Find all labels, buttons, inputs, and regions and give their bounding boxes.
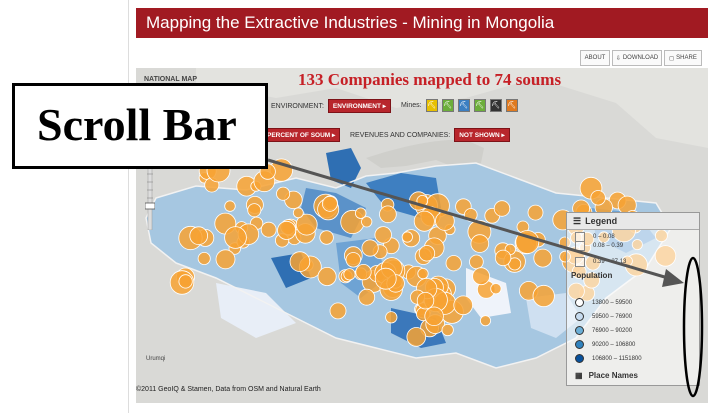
environment-filter: ENVIRONMENT: ENVIRONMENT ▸: [271, 99, 392, 113]
revenues-filter: REVENUES AND COMPANIES: NOT SHOWN ▸: [350, 128, 510, 142]
companies-headline: 133 Companies mapped to 74 soums: [298, 70, 562, 89]
mining-site-bubble[interactable]: [295, 213, 318, 236]
mining-site-bubble[interactable]: [189, 226, 209, 246]
mining-site-bubble[interactable]: [289, 251, 311, 272]
mining-site-bubble[interactable]: [321, 195, 338, 212]
coal-mine-icon[interactable]: ⛏: [425, 99, 438, 112]
city-label: Urumqi: [146, 356, 166, 362]
other-mine-icon[interactable]: ⛏: [505, 99, 518, 112]
mining-site-bubble[interactable]: [361, 216, 373, 228]
page-title: Mapping the Extractive Industries - Mini…: [146, 13, 555, 32]
population-row: 59500 – 76900: [575, 312, 632, 321]
legend-panel[interactable]: ☰ Legend 0 – 0.08 0.08 – 0.39 0.39 – 27.…: [566, 212, 700, 386]
mining-site-bubble[interactable]: [247, 203, 262, 218]
mining-site-bubble[interactable]: [413, 210, 435, 232]
scrollbar-highlight-ellipse: [682, 256, 704, 398]
map-icon: ▦: [575, 371, 583, 380]
mining-site-bubble[interactable]: [317, 266, 337, 286]
place-names-toggle[interactable]: ▦ Place Names: [575, 371, 638, 380]
national-map-label[interactable]: NATIONAL MAP: [144, 76, 198, 83]
copper-mine-icon[interactable]: ⛏: [441, 99, 454, 112]
mining-site-bubble[interactable]: [361, 239, 379, 257]
mining-site-bubble[interactable]: [292, 207, 304, 219]
list-icon: ☰: [573, 215, 582, 226]
mining-site-bubble[interactable]: [493, 200, 511, 217]
mining-site-bubble[interactable]: [354, 207, 367, 219]
population-row: 106800 – 1151800: [575, 354, 642, 363]
mining-site-bubble[interactable]: [441, 323, 454, 337]
mining-site-bubble[interactable]: [197, 251, 211, 265]
percent-filter: PERCENT OF SOUM ▸: [262, 128, 341, 142]
mining-site-bubble[interactable]: [445, 255, 462, 272]
mining-site-bubble[interactable]: [385, 311, 398, 324]
attribution: ©2011 GeoIQ & Stamen, Data from OSM and …: [136, 386, 321, 393]
mining-site-bubble[interactable]: [479, 315, 491, 327]
iron-mine-icon[interactable]: ⛏: [473, 99, 486, 112]
mining-site-bubble[interactable]: [532, 284, 555, 308]
environment-dropdown[interactable]: ENVIRONMENT ▸: [327, 99, 392, 113]
mining-site-bubble[interactable]: [178, 274, 193, 289]
oil-mine-icon[interactable]: ⛏: [489, 99, 502, 112]
mining-site-bubble[interactable]: [355, 264, 372, 281]
mining-site-bubble[interactable]: [494, 249, 512, 267]
mining-site-bubble[interactable]: [345, 252, 362, 268]
download-button[interactable]: ⇩ DOWNLOAD: [612, 50, 662, 66]
annotation-arrow: [267, 158, 669, 280]
mining-site-bubble[interactable]: [319, 230, 334, 245]
share-icon: ◻: [669, 55, 675, 62]
population-row: 13800 – 59500: [575, 298, 632, 307]
population-row: 90200 – 106800: [575, 340, 635, 349]
gold-mine-icon[interactable]: ⛏: [457, 99, 470, 112]
population-row: 76900 – 90200: [575, 326, 632, 335]
mining-site-bubble[interactable]: [374, 267, 397, 290]
mining-site-bubble[interactable]: [490, 283, 502, 295]
mining-site-bubble[interactable]: [590, 190, 606, 206]
mining-site-bubble[interactable]: [470, 234, 490, 253]
mining-site-bubble[interactable]: [215, 249, 236, 270]
annotation-callout: Scroll Bar: [12, 83, 268, 169]
about-button[interactable]: ABOUT: [580, 50, 610, 66]
mining-site-bubble[interactable]: [343, 268, 356, 281]
mining-site-bubble[interactable]: [276, 186, 291, 201]
mining-site-bubble[interactable]: [527, 204, 544, 221]
mining-site-bubble[interactable]: [374, 226, 392, 244]
mining-site-bubble[interactable]: [329, 302, 347, 320]
mining-site-bubble[interactable]: [379, 205, 397, 224]
mining-site-bubble[interactable]: [277, 220, 297, 240]
revenues-dropdown[interactable]: NOT SHOWN ▸: [454, 128, 510, 142]
population-title: Population: [571, 271, 613, 280]
mining-site-bubble[interactable]: [401, 231, 413, 243]
mines-filter: Mines: ⛏ ⛏ ⛏ ⛏ ⛏ ⛏: [401, 99, 518, 112]
mining-site-bubble[interactable]: [418, 245, 436, 262]
mining-site-bubble[interactable]: [260, 221, 277, 238]
mining-site-bubble[interactable]: [358, 288, 376, 306]
share-button[interactable]: ◻ SHARE: [664, 50, 702, 66]
mining-site-bubble[interactable]: [224, 200, 236, 212]
mining-site-bubble[interactable]: [533, 248, 553, 268]
mining-site-bubble[interactable]: [406, 327, 427, 347]
mining-site-bubble[interactable]: [224, 226, 247, 249]
title-bar: Mapping the Extractive Industries - Mini…: [136, 8, 708, 38]
percent-dropdown[interactable]: PERCENT OF SOUM ▸: [262, 128, 341, 142]
mining-site-bubble[interactable]: [416, 291, 435, 310]
mining-site-bubble[interactable]: [472, 267, 491, 286]
arrow-head: [662, 269, 684, 287]
mining-site-bubble[interactable]: [453, 295, 474, 316]
legend-header[interactable]: ☰ Legend: [567, 213, 699, 230]
download-icon: ⇩: [615, 55, 621, 62]
mining-site-bubble[interactable]: [424, 306, 444, 327]
map-graphic: [145, 68, 708, 369]
